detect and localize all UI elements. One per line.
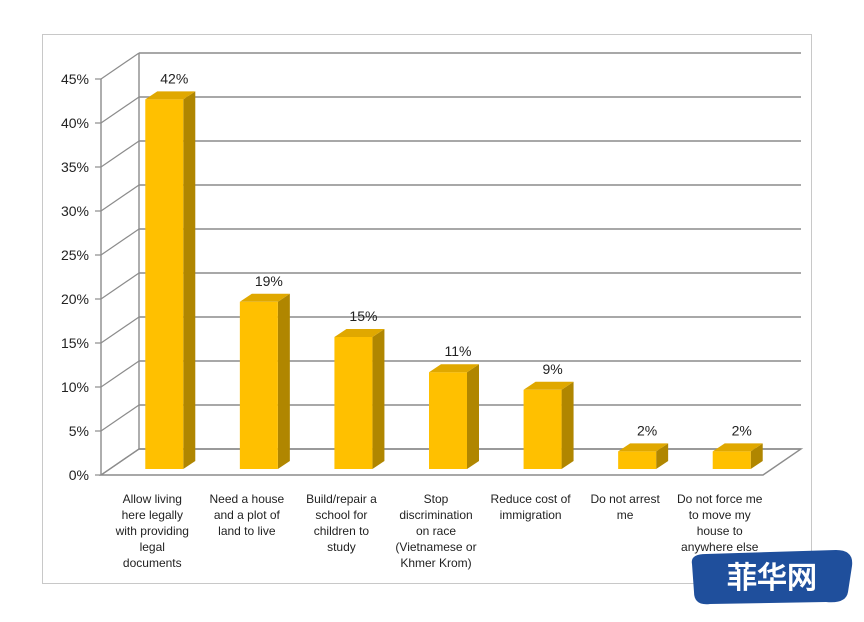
y-tick-label: 25% (61, 247, 89, 263)
y-tick-label: 10% (61, 379, 89, 395)
category-label: school for (315, 508, 367, 522)
bar (145, 99, 184, 470)
bar-top (429, 364, 479, 373)
bar (429, 372, 467, 469)
bar (334, 337, 373, 469)
data-label: 19% (255, 273, 283, 289)
category-label: discrimination (399, 508, 472, 522)
y-tick-label: 30% (61, 203, 89, 219)
gridline-depth (100, 272, 140, 300)
data-label: 42% (160, 70, 188, 86)
chart-frame: 0% 5% 10% 15% 20% 25% 30% 35% 40% 45% 42% Allow liv… (42, 34, 812, 584)
bar (712, 451, 751, 469)
category-label: Do not force me (677, 492, 763, 506)
category-label: study (327, 540, 356, 554)
y-tick-label: 15% (61, 335, 89, 351)
data-label: 11% (445, 343, 472, 359)
category-label: legal (140, 540, 165, 554)
data-label: 9% (542, 361, 562, 377)
gridline-depth (100, 360, 140, 388)
gridline-depth (100, 228, 140, 256)
category-label: (Vietnamese or (395, 540, 476, 554)
y-tick-label: 40% (61, 115, 89, 131)
bar-chart: 0% 5% 10% 15% 20% 25% 30% 35% 40% 45% 42% Allow liv… (61, 52, 804, 570)
y-tick-label: 20% (61, 291, 89, 307)
bar-side (277, 293, 290, 469)
bar-top (712, 443, 763, 452)
category-label: documents (123, 556, 182, 570)
gridline-depth (100, 184, 140, 212)
y-tick-label: 35% (61, 159, 89, 175)
category-label: with providing (115, 524, 189, 538)
watermark-logo: 菲华网 (691, 550, 853, 605)
gridline-depth (100, 96, 140, 124)
gridline-depth (100, 316, 140, 344)
category-label: house to (697, 524, 743, 538)
bar-side (372, 329, 385, 469)
bar-top (334, 329, 385, 337)
bar (618, 451, 657, 469)
data-label: 2% (732, 422, 752, 438)
y-tick-label: 0% (69, 467, 89, 483)
bar-top (145, 91, 196, 100)
watermark-brush-shape (691, 550, 853, 605)
category-label: Stop (424, 492, 449, 506)
category-label: Do not arrest (590, 492, 660, 506)
bar-top (523, 381, 574, 390)
bar-side (467, 364, 479, 469)
category-label: here legally (122, 508, 183, 522)
bar-side (561, 381, 574, 469)
bar-side (750, 443, 763, 469)
gridline-depth (100, 52, 140, 80)
category-label: Allow living (123, 492, 182, 506)
category-label: Need a house (209, 492, 284, 506)
category-label: anywhere else (681, 540, 759, 554)
bar (523, 389, 562, 469)
category-label: Build/repair a (306, 492, 377, 506)
category-label: land to live (218, 524, 276, 538)
floor (98, 448, 804, 476)
gridline-depth (100, 140, 140, 168)
category-label: Reduce cost of (491, 492, 572, 506)
category-label: me (617, 508, 634, 522)
bar-side (183, 91, 196, 470)
watermark-text: 菲华网 (727, 561, 817, 596)
bar-side (656, 443, 669, 469)
category-label: Khmer Krom) (400, 556, 471, 570)
category-label: on race (416, 524, 456, 538)
gridline-depth (100, 404, 140, 432)
y-tick-label: 5% (69, 423, 89, 439)
category-label: children to (314, 524, 370, 538)
bar-top (239, 293, 290, 302)
bar (239, 301, 278, 469)
bar-top (618, 443, 669, 452)
category-label: and a plot of (214, 508, 281, 522)
data-label: 15% (349, 308, 377, 324)
category-label: immigration (500, 508, 562, 522)
category-label: to move my (689, 508, 751, 522)
y-tick-label: 45% (61, 71, 89, 87)
data-label: 2% (637, 422, 657, 438)
